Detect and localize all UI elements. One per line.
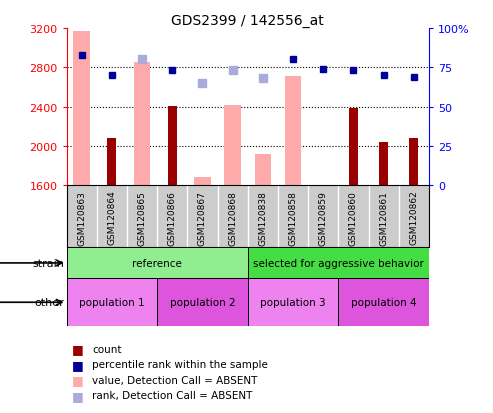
- Text: GSM120868: GSM120868: [228, 190, 237, 245]
- Text: strain: strain: [32, 258, 64, 268]
- Text: GSM120863: GSM120863: [77, 190, 86, 245]
- Text: GSM120866: GSM120866: [168, 190, 177, 245]
- Text: count: count: [92, 344, 122, 354]
- Text: ■: ■: [71, 373, 83, 387]
- Text: GSM120864: GSM120864: [107, 190, 116, 245]
- Text: value, Detection Call = ABSENT: value, Detection Call = ABSENT: [92, 375, 257, 385]
- Text: ■: ■: [71, 358, 83, 371]
- Bar: [73, 32, 90, 186]
- Text: GSM120867: GSM120867: [198, 190, 207, 245]
- Bar: [248, 279, 338, 326]
- Text: GSM120859: GSM120859: [318, 190, 328, 245]
- Text: population 1: population 1: [79, 297, 144, 308]
- Bar: [168, 107, 177, 186]
- Text: selected for aggressive behavior: selected for aggressive behavior: [253, 258, 424, 268]
- Text: ■: ■: [71, 342, 83, 356]
- Text: reference: reference: [132, 258, 182, 268]
- Bar: [338, 279, 429, 326]
- Text: GSM120861: GSM120861: [379, 190, 388, 245]
- Text: GSM120865: GSM120865: [138, 190, 146, 245]
- Text: GSM120838: GSM120838: [258, 190, 267, 245]
- Text: population 3: population 3: [260, 297, 326, 308]
- Bar: [224, 105, 241, 186]
- Bar: [107, 139, 116, 186]
- Bar: [254, 154, 271, 186]
- Bar: [67, 279, 157, 326]
- Bar: [134, 63, 150, 186]
- Bar: [194, 178, 211, 186]
- Bar: [248, 248, 429, 279]
- Text: GSM120858: GSM120858: [288, 190, 298, 245]
- Text: rank, Detection Call = ABSENT: rank, Detection Call = ABSENT: [92, 390, 252, 400]
- Text: percentile rank within the sample: percentile rank within the sample: [92, 359, 268, 369]
- Text: population 4: population 4: [351, 297, 417, 308]
- Title: GDS2399 / 142556_at: GDS2399 / 142556_at: [172, 14, 324, 28]
- Text: GSM120860: GSM120860: [349, 190, 358, 245]
- Bar: [157, 279, 248, 326]
- Text: population 2: population 2: [170, 297, 235, 308]
- Bar: [285, 77, 301, 186]
- Text: ■: ■: [71, 389, 83, 402]
- Bar: [349, 108, 358, 186]
- Text: GSM120862: GSM120862: [409, 190, 419, 245]
- Text: other: other: [35, 297, 64, 308]
- Bar: [409, 139, 419, 186]
- Bar: [67, 248, 248, 279]
- Bar: [379, 142, 388, 186]
